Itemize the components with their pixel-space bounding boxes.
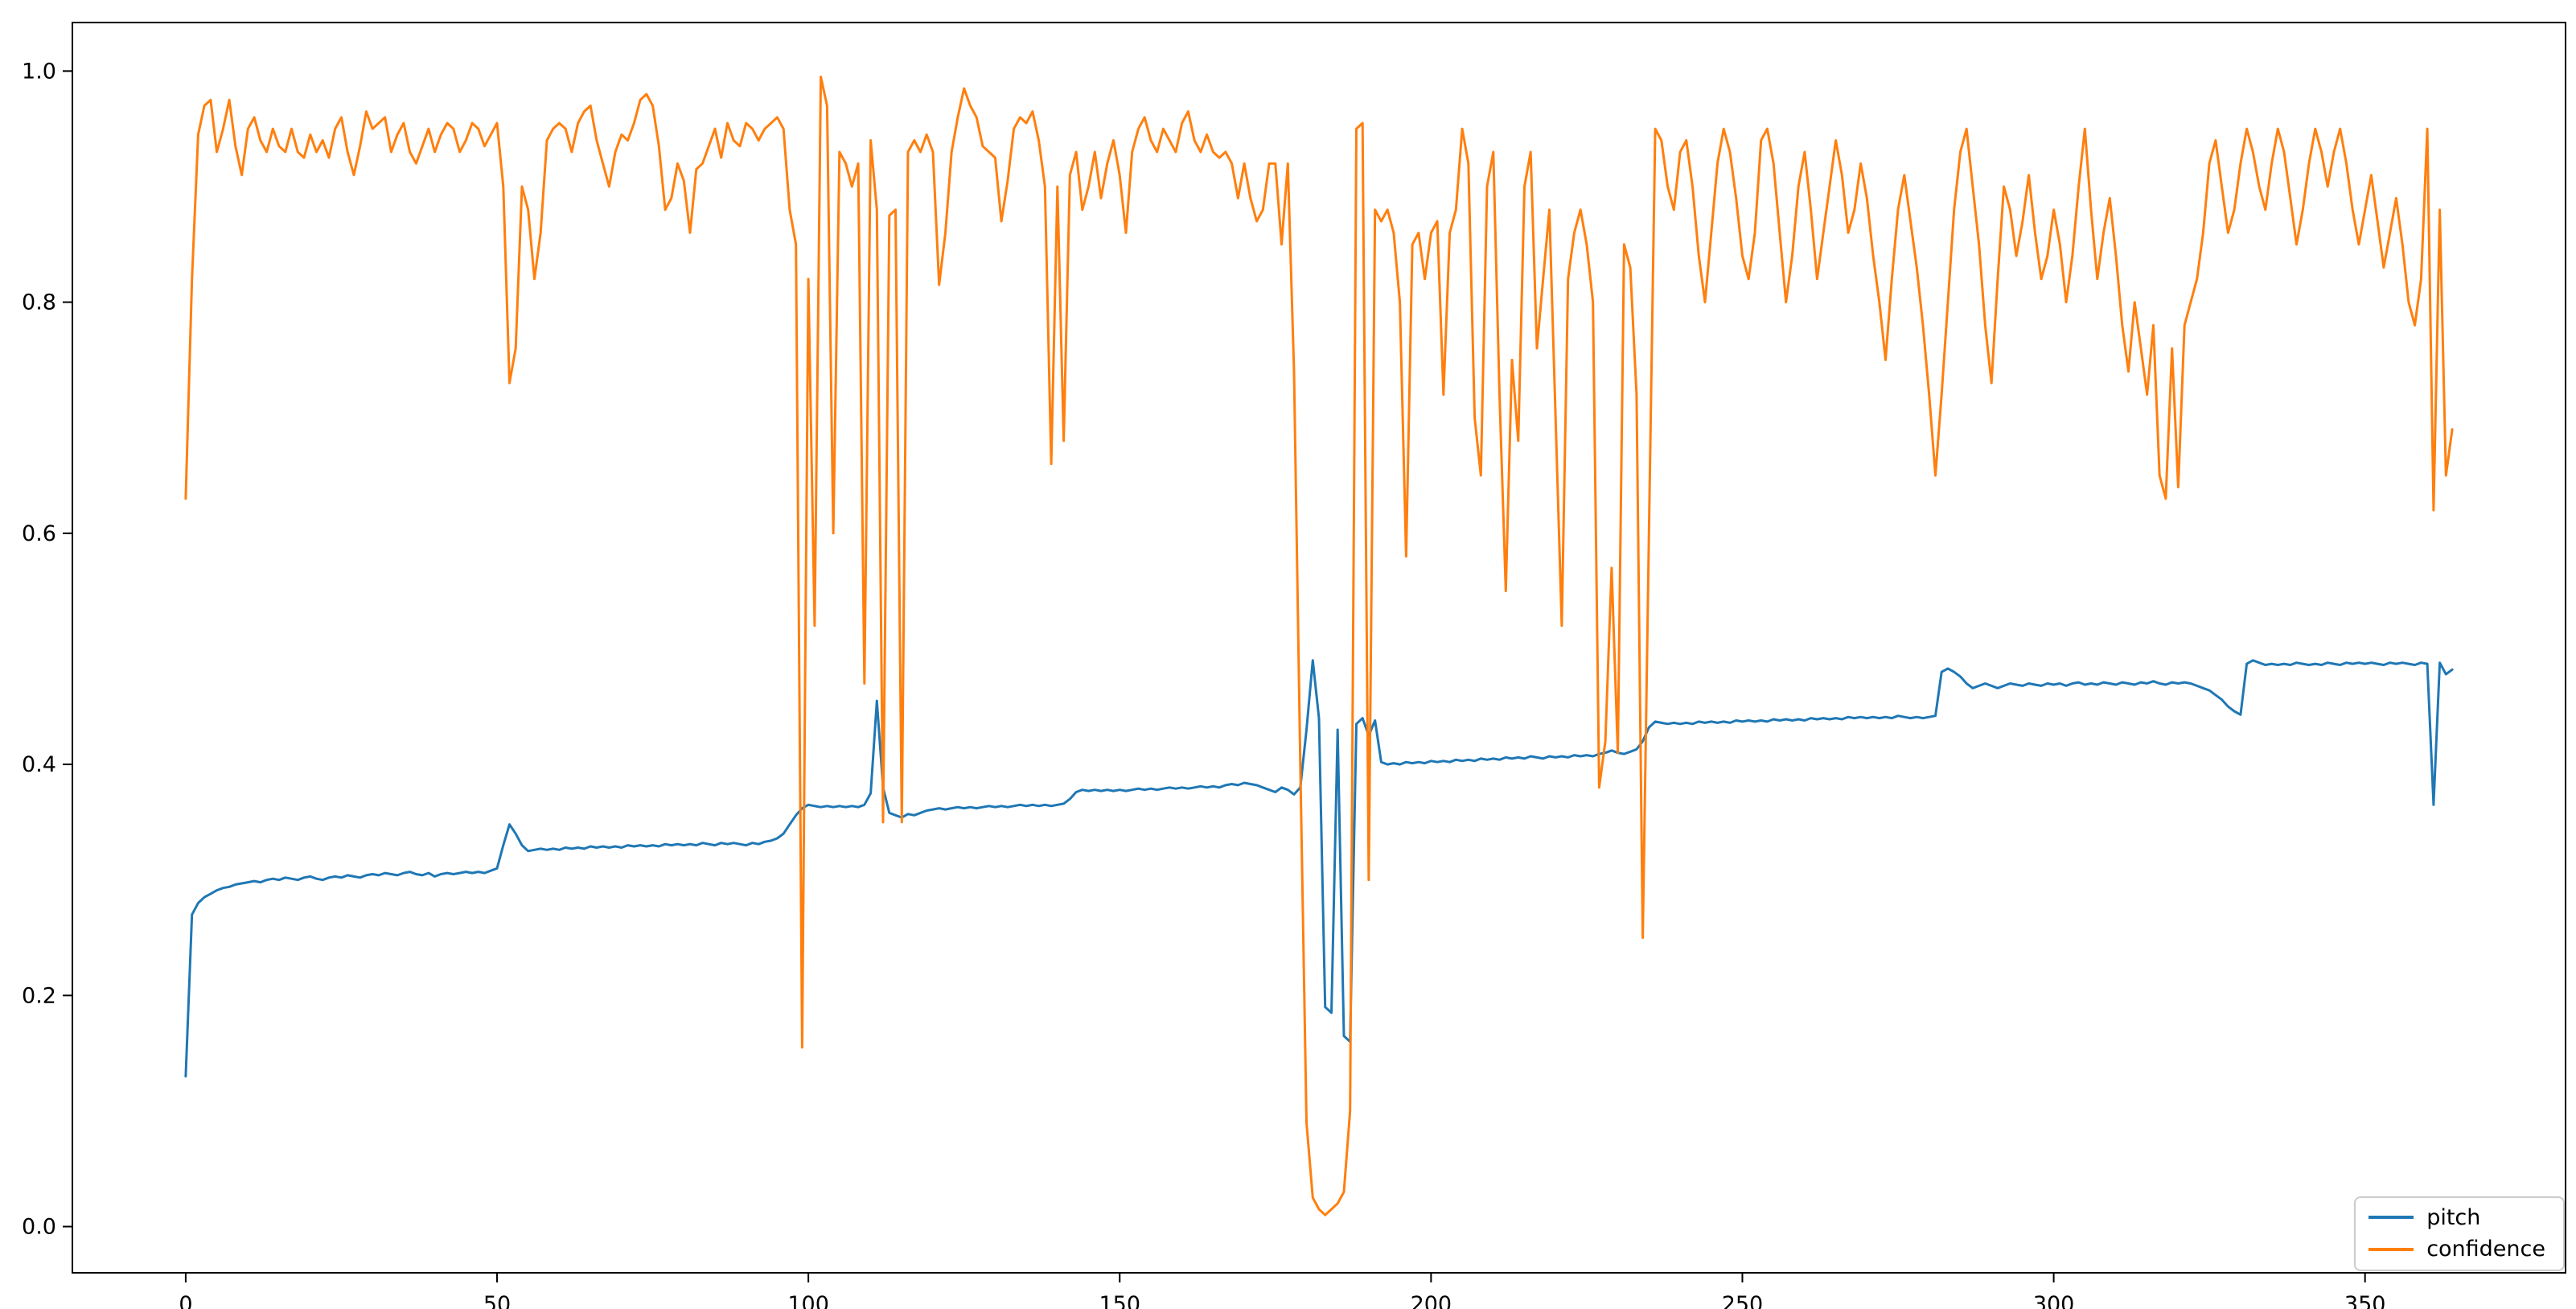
x-tick-label: 350 [2344, 1292, 2386, 1309]
y-tick-label: 0.8 [22, 290, 56, 315]
y-tick-label: 1.0 [22, 59, 56, 84]
legend-label-pitch: pitch [2426, 1204, 2481, 1230]
x-tick-label: 200 [1411, 1292, 1452, 1309]
legend-entry-confidence: confidence [2369, 1237, 2545, 1262]
legend-line-pitch-icon [2369, 1216, 2414, 1220]
y-tick-label: 0.2 [22, 983, 56, 1008]
legend-entry-pitch: pitch [2369, 1204, 2545, 1230]
x-tick-label: 250 [1722, 1292, 1764, 1309]
x-tick-label: 100 [787, 1292, 829, 1309]
x-tick-label: 150 [1099, 1292, 1140, 1309]
x-tick-label: 0 [179, 1292, 192, 1309]
y-tick-label: 0.4 [22, 752, 56, 777]
legend-line-confidence-icon [2369, 1248, 2414, 1252]
y-tick-label: 0.0 [22, 1215, 56, 1240]
x-tick-label: 300 [2033, 1292, 2075, 1309]
axes-frame [72, 22, 2566, 1274]
series-line-pitch [184, 659, 2454, 1078]
legend: pitch confidence [2354, 1196, 2565, 1271]
series-line-confidence [184, 76, 2454, 1216]
legend-label-confidence: confidence [2426, 1237, 2545, 1262]
x-tick-label: 50 [483, 1292, 511, 1309]
y-tick-label: 0.6 [22, 521, 56, 546]
